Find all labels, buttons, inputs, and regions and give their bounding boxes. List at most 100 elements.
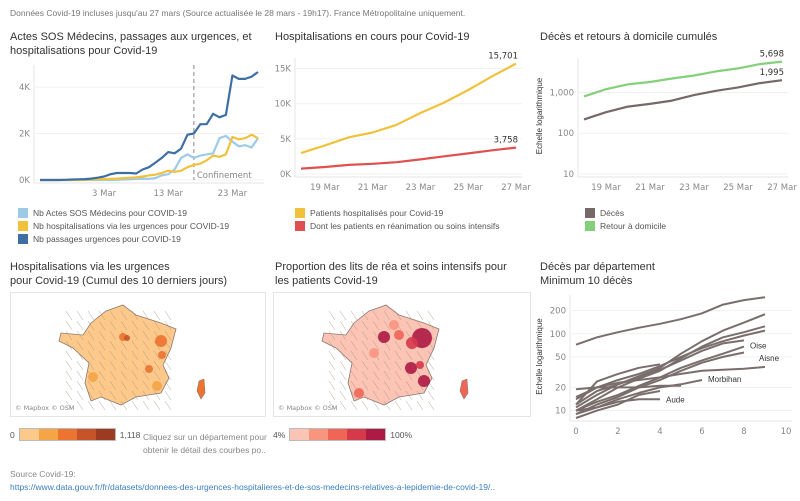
department-border bbox=[76, 330, 84, 341]
x-tick-label: 10 bbox=[781, 427, 792, 437]
series-line-nb-passages-urgences-pour-covid-19 bbox=[40, 71, 259, 182]
department-border bbox=[98, 390, 106, 401]
department-border bbox=[405, 390, 413, 401]
chart1-svg[interactable]: 0K 2K 4K 3 Mar 13 Mar 23 Mar Confinement bbox=[0, 60, 270, 200]
legend-swatch bbox=[18, 220, 28, 231]
scale-cell bbox=[366, 429, 386, 440]
department-border bbox=[98, 360, 106, 371]
series-line-aisne bbox=[575, 365, 766, 398]
france-outline bbox=[58, 304, 177, 406]
legend-label: Nb hospitalisations via les urgences pou… bbox=[33, 220, 230, 231]
department-border bbox=[164, 320, 172, 331]
department-border bbox=[383, 360, 391, 371]
legend-item[interactable]: Décès bbox=[585, 206, 666, 219]
department-border bbox=[405, 400, 413, 411]
legend-label: Retour à domicile bbox=[600, 220, 667, 231]
department-border bbox=[372, 340, 380, 351]
scale-min: 0 bbox=[10, 429, 15, 440]
legend-label: Nb passages urgences pour COVID-19 bbox=[33, 233, 181, 244]
legend-item[interactable]: Nb passages urgences pour COVID-19 bbox=[18, 232, 229, 245]
chart4-title: Décès par département Minimum 10 décès bbox=[540, 260, 795, 288]
department-border bbox=[328, 400, 336, 411]
department-border bbox=[372, 370, 380, 381]
department-border bbox=[65, 350, 73, 361]
legend-item[interactable]: Dont les patients en réanimation ou soin… bbox=[295, 219, 499, 232]
dept-label: Morbihan bbox=[708, 375, 741, 384]
department-border bbox=[350, 390, 358, 401]
department-border bbox=[87, 360, 95, 371]
x-tick-label: 6 bbox=[699, 427, 704, 437]
department-border bbox=[120, 310, 128, 321]
department-border bbox=[350, 340, 358, 351]
legend-item[interactable]: Nb Actes SOS Médecins pour COVID-19 bbox=[18, 206, 229, 219]
y-tick-label: 20 bbox=[555, 383, 566, 393]
x-tick-label: 23 Mar bbox=[218, 189, 248, 199]
x-tick-label: 13 Mar bbox=[153, 189, 183, 199]
scale-max: 100% bbox=[390, 429, 413, 440]
department-border bbox=[394, 370, 402, 381]
department-border bbox=[361, 350, 369, 361]
chart3-svg[interactable]: 10 100 1,000 19 Mar 21 Mar 23 Mar 25 Mar 27 Mar… bbox=[535, 50, 800, 200]
department-border bbox=[142, 390, 150, 401]
department-border bbox=[131, 330, 139, 341]
department-border bbox=[65, 320, 73, 331]
department-border bbox=[405, 350, 413, 361]
department-highlight bbox=[416, 361, 424, 369]
department-border bbox=[328, 380, 336, 391]
department-border bbox=[153, 310, 161, 321]
scale-cell bbox=[309, 429, 329, 440]
series-line-dept-5 bbox=[575, 339, 745, 409]
x-tick-label: 8 bbox=[741, 427, 746, 437]
department-border bbox=[142, 400, 150, 411]
department-border bbox=[372, 320, 380, 331]
legend-swatch bbox=[585, 220, 595, 231]
department-border bbox=[361, 330, 369, 341]
legend-item[interactable]: Patients hospitalisés pour Covid-19 bbox=[295, 206, 499, 219]
y-tick-label: 10K bbox=[275, 100, 292, 110]
department-border bbox=[120, 340, 128, 351]
department-border bbox=[142, 350, 150, 361]
chart3-legend: Décès Retour à domicile bbox=[585, 206, 666, 232]
department-border bbox=[328, 320, 336, 331]
legend-item[interactable]: Retour à domicile bbox=[585, 219, 666, 232]
department-border bbox=[142, 340, 150, 351]
map1[interactable]: © Mapbox © OSM bbox=[10, 292, 266, 417]
department-border bbox=[328, 360, 336, 371]
chart2-svg[interactable]: 0K 5K 10K 15K 19 Mar 21 Mar 23 Mar 25 Mar 27 Mar… bbox=[270, 50, 535, 200]
x-tick-label: 25 Mar bbox=[453, 183, 483, 193]
department-border bbox=[339, 320, 347, 331]
map2[interactable]: © Mapbox © OSM bbox=[273, 292, 531, 417]
department-border bbox=[109, 320, 117, 331]
y-tick-label: 0K bbox=[19, 176, 30, 186]
map1-title: Hospitalisations via les urgences pour Co… bbox=[10, 260, 265, 288]
department-border bbox=[383, 390, 391, 401]
department-border bbox=[131, 340, 139, 351]
data-label: 15,701 bbox=[488, 52, 518, 62]
series-line-dept-9 bbox=[575, 384, 681, 391]
france-map[interactable] bbox=[274, 293, 530, 416]
department-border bbox=[339, 350, 347, 361]
department-border bbox=[394, 340, 402, 351]
department-border bbox=[87, 390, 95, 401]
chart4-svg[interactable]: 10 20 50 100 200 0 2 4 6 8 10 Echelle logarithmique… bbox=[535, 290, 800, 440]
data-label: 3,758 bbox=[494, 136, 518, 146]
department-border bbox=[120, 390, 128, 401]
scale-cell bbox=[95, 429, 115, 440]
legend-item[interactable]: Nb hospitalisations via les urgences pou… bbox=[18, 219, 229, 232]
department-border bbox=[350, 310, 358, 321]
department-border bbox=[87, 340, 95, 351]
france-map[interactable] bbox=[11, 293, 265, 416]
dept-label: Oise bbox=[750, 342, 767, 351]
department-border bbox=[87, 400, 95, 411]
department-border bbox=[416, 390, 424, 401]
source-link[interactable]: https://www.data.gouv.fr/fr/datasets/don… bbox=[10, 482, 496, 492]
x-tick-label: 3 Mar bbox=[92, 189, 117, 199]
department-border bbox=[98, 320, 106, 331]
department-border bbox=[153, 370, 161, 381]
department-border bbox=[76, 390, 84, 401]
scale-cell bbox=[76, 429, 96, 440]
series-line-d-c-s bbox=[583, 79, 783, 121]
department-border bbox=[120, 350, 128, 361]
chart4-title-line: Décès par département bbox=[540, 261, 655, 273]
department-border bbox=[427, 370, 435, 381]
